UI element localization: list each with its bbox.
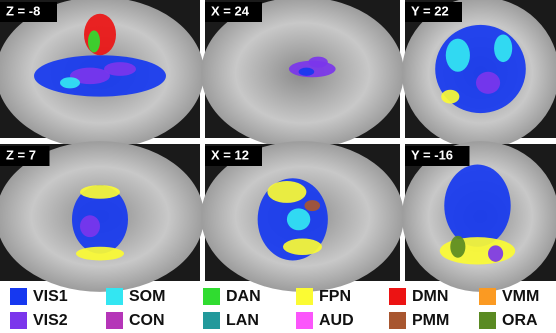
network-region: [308, 57, 328, 68]
legend-swatch: [389, 312, 406, 329]
legend-swatch: [106, 288, 123, 305]
legend-label: PMM: [412, 312, 449, 329]
panel-label: X = 12: [211, 147, 249, 162]
network-region: [267, 181, 306, 203]
figure: Z = -8 X = 24 Y = 22 Z = 7 X = 12 Y = -16 VIS1…: [0, 0, 556, 333]
legend-swatch: [479, 312, 496, 329]
panel-label: Z = 7: [6, 147, 36, 162]
legend-label: VIS2: [33, 312, 68, 329]
network-region: [299, 68, 315, 76]
network-region: [450, 236, 465, 258]
legend-swatch: [10, 312, 27, 329]
panel-label: Z = -8: [6, 3, 40, 18]
legend-label: DMN: [412, 288, 448, 305]
network-region: [80, 185, 120, 199]
brain-panel: X = 24: [201, 0, 404, 149]
network-region: [287, 208, 310, 230]
legend-label: FPN: [319, 288, 351, 305]
panel-label: X = 24: [211, 3, 250, 18]
legend-swatch: [10, 288, 27, 305]
network-region: [441, 90, 459, 104]
legend-swatch: [389, 288, 406, 305]
network-region: [76, 247, 124, 261]
brain-panel: X = 12: [201, 141, 404, 292]
network-region: [304, 200, 320, 211]
legend-label: VMM: [502, 288, 539, 305]
network-region: [283, 239, 322, 255]
legend-swatch: [106, 312, 123, 329]
legend-swatch: [479, 288, 496, 305]
legend-label: SOM: [129, 288, 165, 305]
panel-label: Y = 22: [411, 3, 449, 18]
legend-label: DAN: [226, 288, 261, 305]
network-region: [84, 14, 116, 55]
network-region: [494, 35, 512, 63]
network-region: [60, 77, 80, 88]
legend-label: ORA: [502, 312, 538, 329]
legend-swatch: [296, 288, 313, 305]
legend-swatch: [296, 312, 313, 329]
legend-label: VIS1: [33, 288, 68, 305]
brain-panel: Z = -8: [0, 0, 204, 149]
brain-panel: Y = -16: [402, 141, 556, 292]
network-region: [488, 245, 503, 261]
network-region: [88, 30, 100, 52]
network-region: [476, 72, 500, 94]
brain-panel: Y = 22: [402, 0, 556, 149]
legend-label: CON: [129, 312, 165, 329]
legend-label: AUD: [319, 312, 354, 329]
network-region: [444, 165, 510, 247]
legend-swatch: [203, 312, 220, 329]
legend-label: LAN: [226, 312, 259, 329]
network-region: [104, 62, 136, 76]
legend-swatch: [203, 288, 220, 305]
network-region: [446, 39, 470, 72]
panel-label: Y = -16: [411, 147, 453, 162]
network-region: [80, 215, 100, 237]
brain-panel: Z = 7: [0, 141, 204, 292]
